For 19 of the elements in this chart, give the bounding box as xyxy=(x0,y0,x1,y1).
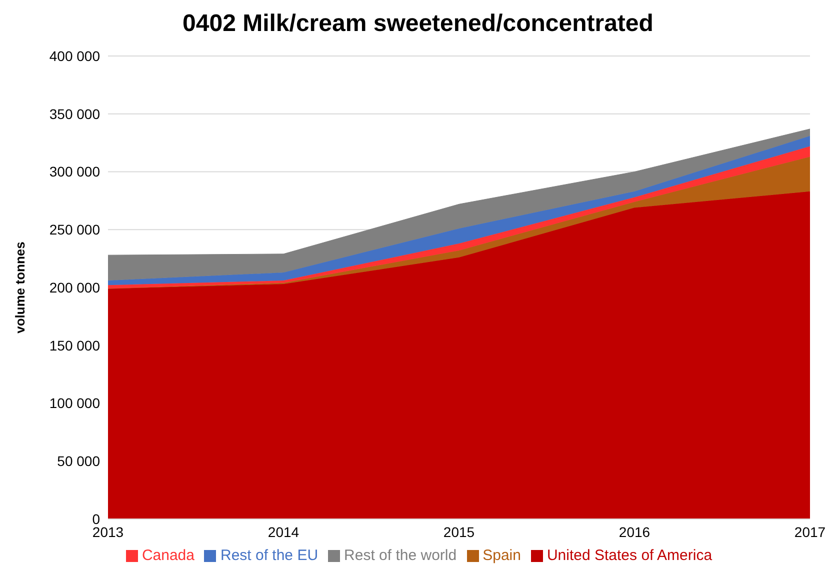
chart-title: 0402 Milk/cream sweetened/concentrated xyxy=(182,9,654,39)
y-tick-label: 400 000 xyxy=(49,48,100,64)
y-axis-title: volume tonnes xyxy=(12,242,28,334)
legend-label: Canada xyxy=(142,547,194,564)
legend-label: Rest of the world xyxy=(344,547,457,564)
y-tick-label: 50 000 xyxy=(57,453,100,470)
x-tick-label: 2015 xyxy=(443,524,475,540)
legend-label: Spain xyxy=(482,547,521,564)
legend-label: Rest of the EU xyxy=(220,547,318,564)
x-tick-label: 2016 xyxy=(618,524,650,540)
y-tick-label: 200 000 xyxy=(49,279,100,296)
y-tick-label: 150 000 xyxy=(49,337,100,354)
y-tick-label: 250 000 xyxy=(49,222,100,238)
y-tick-label: 100 000 xyxy=(49,395,100,412)
legend-label: United States of America xyxy=(546,547,712,564)
y-tick-label: 350 000 xyxy=(49,106,100,122)
x-tick-label: 2014 xyxy=(268,524,300,540)
x-tick-label: 2017 xyxy=(794,524,826,540)
y-tick-label: 300 000 xyxy=(49,164,100,180)
